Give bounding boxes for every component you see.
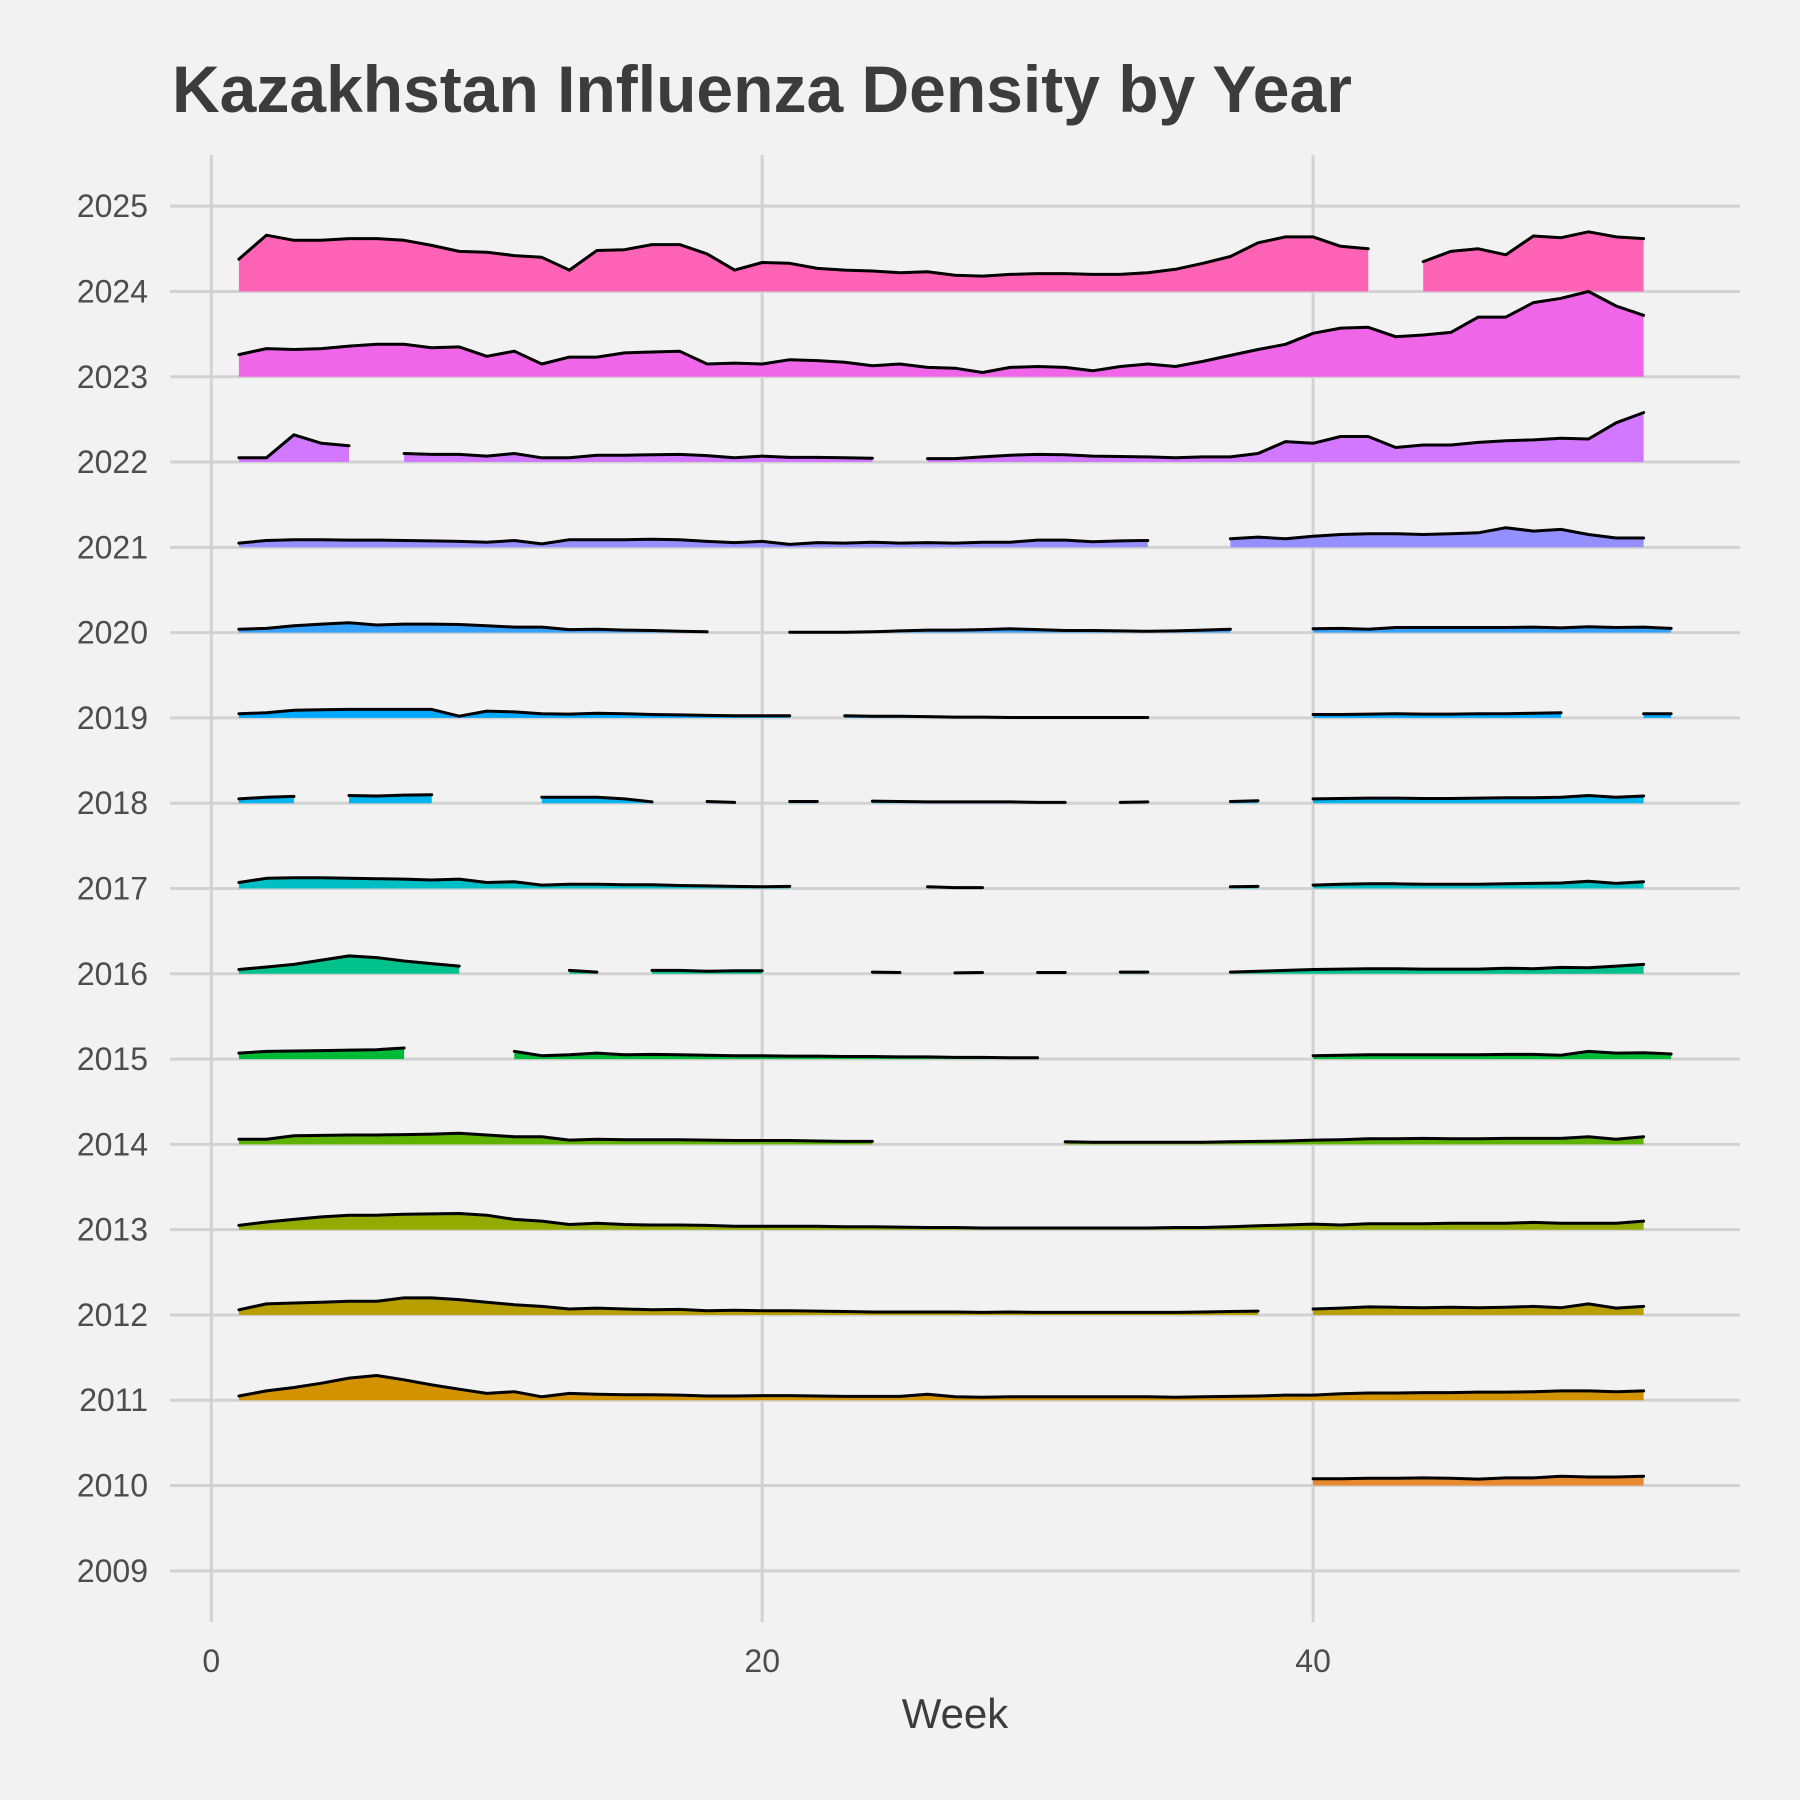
ridge-line-2014	[1063, 1135, 1646, 1144]
ridge-layer	[237, 230, 1673, 1486]
ridge-2012	[237, 1296, 1646, 1315]
y-axis-ticks: 2009 2010 2011 2012 2013 2014 2015 2016 2017 2018…	[77, 188, 148, 1589]
ridge-line-2013	[237, 1212, 1646, 1230]
y-tick-label: 2023	[77, 359, 148, 395]
y-tick-label: 2021	[77, 529, 148, 565]
ridge-area-2024	[238, 235, 1369, 292]
ridge-area-2021	[1230, 527, 1644, 548]
ridge-area-2016	[238, 955, 460, 974]
ridge-2016	[237, 954, 1646, 975]
ridge-2024	[237, 230, 1646, 292]
x-tick-label: 20	[744, 1643, 780, 1679]
ridge-area-2023	[238, 291, 1644, 377]
y-tick-label: 2010	[77, 1468, 148, 1504]
y-tick-label: 2022	[77, 444, 148, 480]
ridge-line-2024	[1421, 230, 1646, 264]
ridge-line-2019	[1311, 711, 1563, 716]
ridge-line-2020	[1311, 625, 1673, 631]
ridge-2019	[237, 707, 1673, 719]
ridge-2023	[237, 290, 1646, 377]
ridge-line-2018	[870, 799, 1067, 804]
y-tick-label: 2020	[77, 615, 148, 651]
ridge-line-2014	[237, 1131, 874, 1143]
x-tick-label: 0	[202, 1643, 220, 1679]
ridge-line-2020	[237, 621, 709, 634]
ridge-line-2016	[650, 968, 764, 973]
y-tick-label: 2015	[77, 1041, 148, 1077]
ridge-2020	[237, 621, 1673, 634]
y-tick-label: 2024	[77, 273, 148, 309]
ridge-line-2015	[1311, 1049, 1673, 1058]
ridge-area-2012	[1313, 1303, 1644, 1315]
ridge-line-2012	[237, 1296, 1260, 1314]
y-tick-label: 2025	[77, 188, 148, 224]
ridge-area-2021	[238, 539, 1148, 548]
y-tick-label: 2009	[77, 1553, 148, 1589]
ridge-line-2019	[843, 714, 1150, 719]
ridge-line-2018	[540, 795, 654, 804]
y-tick-label: 2016	[77, 956, 148, 992]
ridge-line-2016	[1228, 962, 1646, 974]
ridge-area-2022	[238, 434, 349, 462]
ridge-2013	[237, 1212, 1646, 1230]
ridge-line-2022	[237, 433, 351, 460]
ridge-line-2015	[512, 1049, 1040, 1060]
ridge-line-2017	[926, 885, 984, 890]
x-tick-label: 40	[1295, 1643, 1331, 1679]
ridge-area-2022	[927, 412, 1644, 462]
ridge-line-2022	[402, 452, 874, 460]
ridge-line-2010	[1311, 1474, 1646, 1481]
ridge-line-2018	[705, 800, 737, 804]
ridge-line-2019	[237, 707, 792, 718]
y-tick-label: 2018	[77, 785, 148, 821]
ridge-line-2016	[237, 954, 461, 971]
ridge-line-2012	[1311, 1302, 1646, 1311]
ridge-line-2022	[926, 411, 1646, 461]
y-tick-label: 2017	[77, 871, 148, 907]
x-axis-label: Week	[902, 1690, 1010, 1737]
ridge-2011	[237, 1374, 1646, 1401]
y-tick-label: 2012	[77, 1297, 148, 1333]
ridge-2022	[237, 411, 1646, 462]
y-tick-label: 2013	[77, 1212, 148, 1248]
ridge-line-2018	[1311, 794, 1646, 801]
y-tick-label: 2014	[77, 1126, 148, 1162]
ridge-2018	[237, 793, 1646, 804]
ridge-line-2016	[567, 968, 599, 974]
ridge-area-2012	[238, 1297, 1258, 1315]
chart-title: Kazakhstan Influenza Density by Year	[172, 52, 1352, 126]
ridge-line-2018	[1228, 799, 1260, 803]
ridge-area-2024	[1423, 231, 1644, 292]
ridge-line-2020	[788, 627, 1232, 634]
ridge-line-2024	[237, 233, 1370, 278]
ridge-line-2015	[237, 1046, 406, 1055]
ridge-line-2021	[237, 537, 1150, 546]
y-tick-label: 2019	[77, 700, 148, 736]
ridge-line-2011	[237, 1374, 1646, 1399]
ridge-line-2018	[237, 794, 296, 801]
ridge-2014	[237, 1131, 1646, 1145]
ridge-2021	[237, 526, 1646, 548]
ridge-line-2017	[237, 876, 792, 889]
y-tick-label: 2011	[79, 1382, 148, 1418]
x-axis-ticks: 0 20 40	[202, 1643, 1330, 1679]
ridge-2010	[1311, 1474, 1646, 1486]
ridge-line-2017	[1311, 879, 1646, 887]
ridge-2017	[237, 876, 1646, 890]
ridge-line-2021	[1228, 526, 1646, 541]
ridge-line-2018	[347, 793, 434, 798]
ridge-line-2023	[237, 290, 1646, 374]
ridge-line-2018	[1118, 800, 1150, 804]
ridge-2015	[237, 1046, 1673, 1060]
ridge-area-2011	[238, 1375, 1644, 1401]
